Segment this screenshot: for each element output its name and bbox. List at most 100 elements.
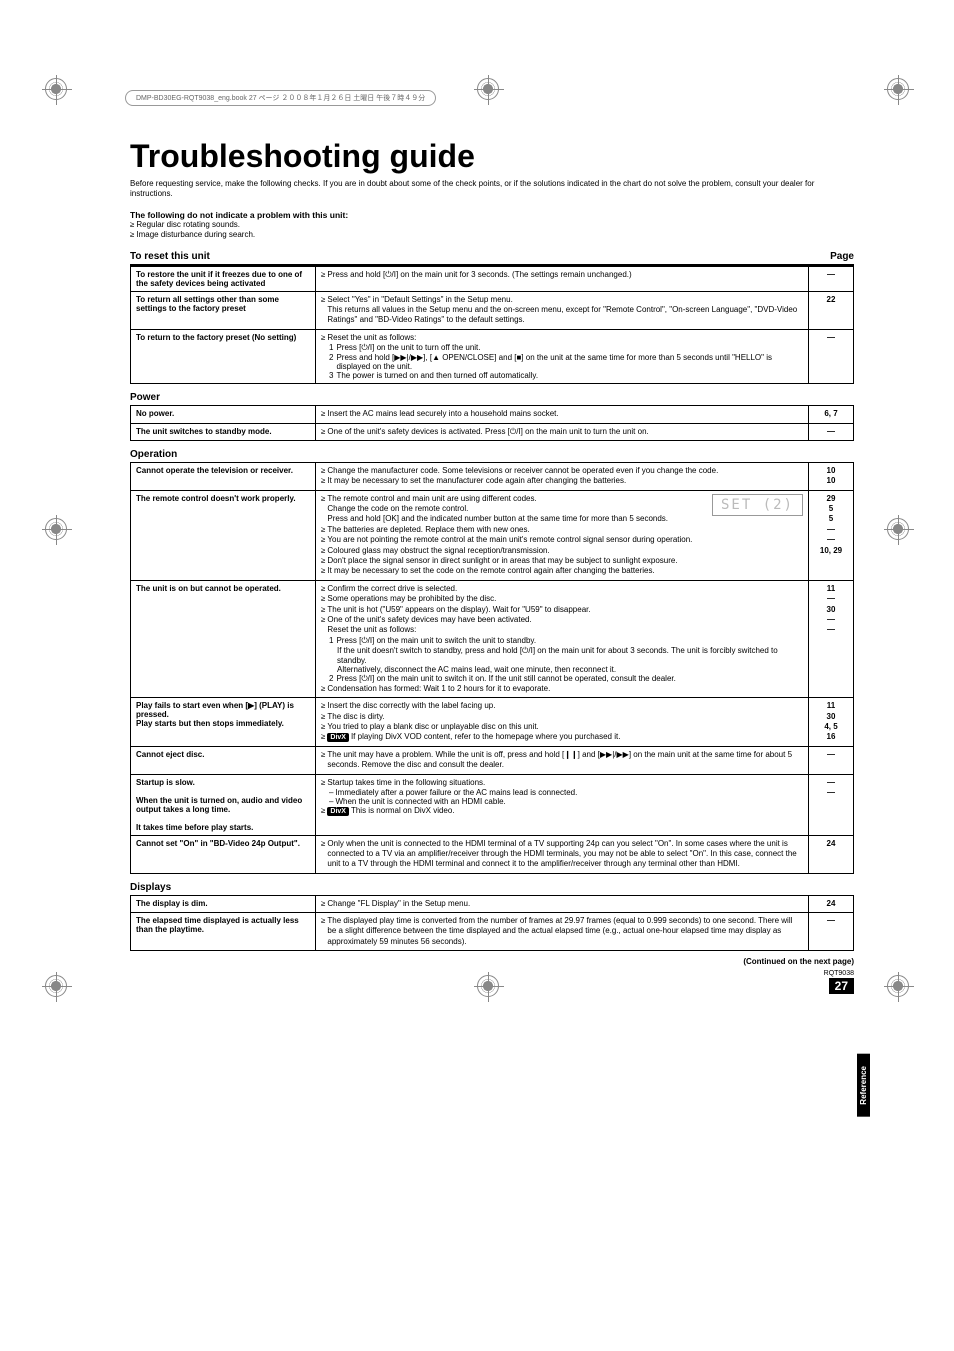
table-row: Play fails to start even when [▶] (PLAY)… [131,698,854,747]
page-ref: — [814,594,848,604]
row-pages: 24 [809,835,854,873]
page-ref: 30 [814,712,848,722]
row-pages: 1010 [809,462,854,490]
row-pages: 24 [809,895,854,912]
sub-list: ≥Regular disc rotating sounds. ≥Image di… [130,220,854,241]
dash-item: –Immediately after a power failure or th… [321,788,803,797]
row-pages: —— [809,774,854,835]
power-table: No power. ≥Insert the AC mains lead secu… [130,405,854,441]
table-row: To restore the unit if it freezes due to… [131,266,854,291]
bullet-item: ≥It may be necessary to set the manufact… [321,476,803,486]
bullet-item: ≥The disc is dirty. [321,712,803,722]
bullet-item: ≥Startup takes time in the following sit… [321,778,803,788]
bullet-item: ≥Coloured glass may obstruct the signal … [321,546,803,556]
page-title: Troubleshooting guide [130,138,854,175]
operation-table: Cannot operate the television or receive… [130,462,854,874]
bullet-item: ≥Change "FL Display" in the Setup menu. [321,899,803,909]
row-label: The unit switches to standby mode. [131,423,316,440]
bullet-item: ≥You tried to play a blank disc or unpla… [321,722,803,732]
displays-table: The display is dim. ≥Change "FL Display"… [130,895,854,952]
section-reset-header: To reset this unit Page [130,251,854,266]
bullet-item: ≥It may be necessary to set the code on … [321,566,803,576]
table-row: The unit is on but cannot be operated. ≥… [131,580,854,697]
intro-text: Before requesting service, make the foll… [130,179,854,200]
bullet-item: ≥Insert the disc correctly with the labe… [321,701,803,711]
row-content: ≥Only when the unit is connected to the … [316,835,809,873]
row-content: ≥Press and hold [⏻/I] on the main unit f… [316,266,809,291]
page-footer: RQT9038 27 [130,970,854,995]
bullet-item: ≥The remote control and main unit are us… [321,494,706,525]
row-pages: — [809,423,854,440]
page-ref: 4, 5 [814,722,848,732]
page-ref: 22 [814,295,848,305]
numbered-item: 2Press [⏻/I] on the main unit to switch … [321,674,803,684]
sub-item: Image disturbance during search. [136,230,255,240]
section-operation-title: Operation [130,449,854,460]
row-label: To return all settings other than some s… [131,291,316,329]
row-pages: 11304, 516 [809,698,854,747]
page-ref: — [814,333,848,343]
row-label: Startup is slow.When the unit is turned … [131,774,316,835]
sub-heading: The following do not indicate a problem … [130,210,854,220]
page-ref: — [814,615,848,625]
table-row: The remote control doesn't work properly… [131,490,854,580]
table-row: Cannot operate the television or receive… [131,462,854,490]
bullet-item: ≥The unit may have a problem. While the … [321,750,803,771]
indent-item: If the unit doesn't switch to standby, p… [321,646,803,665]
page-ref: — [814,750,848,760]
page-ref: 29 [814,494,848,504]
section-displays-title: Displays [130,882,854,893]
page-ref: 16 [814,732,848,742]
row-pages: 2955——10, 29 [809,490,854,580]
row-content: ≥Insert the AC mains lead securely into … [316,406,809,423]
table-row: To return to the factory preset (No sett… [131,329,854,383]
section-title: To reset this unit [130,251,210,262]
page-ref: 11 [814,584,848,594]
page-ref: 24 [814,839,848,849]
bullet-item: ≥One of the unit's safety devices is act… [321,427,803,437]
row-content: ≥Change the manufacturer code. Some tele… [316,462,809,490]
page-ref: — [814,525,848,535]
reset-table: To restore the unit if it freezes due to… [130,266,854,385]
row-pages: 6, 7 [809,406,854,423]
divx-item: ≥DivXThis is normal on DivX video. [321,806,803,816]
row-label: The unit is on but cannot be operated. [131,580,316,697]
bullet-item: ≥Select "Yes" in "Default Settings" in t… [321,295,803,326]
row-pages: — [809,746,854,774]
table-row: Cannot eject disc. ≥The unit may have a … [131,746,854,774]
row-content: ≥Reset the unit as follows:1Press [⏻/I] … [316,329,809,383]
indent-item: Alternatively, disconnect the AC mains l… [321,665,803,674]
page-ref: — [814,916,848,926]
row-label: Cannot eject disc. [131,746,316,774]
footer-code: RQT9038 [130,970,854,977]
row-label: The elapsed time displayed is actually l… [131,913,316,951]
page-ref: 24 [814,899,848,909]
page-number: 27 [835,979,848,993]
page-ref: — [814,427,848,437]
row-pages: — [809,913,854,951]
page-ref: 11 [814,701,848,711]
bullet-item: ≥The batteries are depleted. Replace the… [321,525,803,535]
page-column-label: Page [830,251,854,262]
table-row: To return all settings other than some s… [131,291,854,329]
page-ref: 5 [814,514,848,524]
page-ref: — [814,625,848,635]
continued-note: (Continued on the next page) [130,957,854,966]
page-ref: — [814,535,848,545]
numbered-item: 3The power is turned on and then turned … [321,371,803,380]
row-label: The display is dim. [131,895,316,912]
page-ref: 10, 29 [814,546,848,556]
divx-item: ≥DivXIf playing DivX VOD content, refer … [321,732,803,742]
row-pages: — [809,266,854,291]
row-content: ≥Select "Yes" in "Default Settings" in t… [316,291,809,329]
row-label: To restore the unit if it freezes due to… [131,266,316,291]
bullet-item: ≥You are not pointing the remote control… [321,535,803,545]
bullet-item: ≥Reset the unit as follows: [321,333,803,343]
bullet-item: ≥Some operations may be prohibited by th… [321,594,803,604]
bullet-item: ≥Don't place the signal sensor in direct… [321,556,803,566]
bullet-item: ≥The displayed play time is converted fr… [321,916,803,947]
sub-item: Regular disc rotating sounds. [136,220,240,230]
table-row: The display is dim. ≥Change "FL Display"… [131,895,854,912]
row-content: ≥Insert the disc correctly with the labe… [316,698,809,747]
bullet-item: ≥Confirm the correct drive is selected. [321,584,803,594]
